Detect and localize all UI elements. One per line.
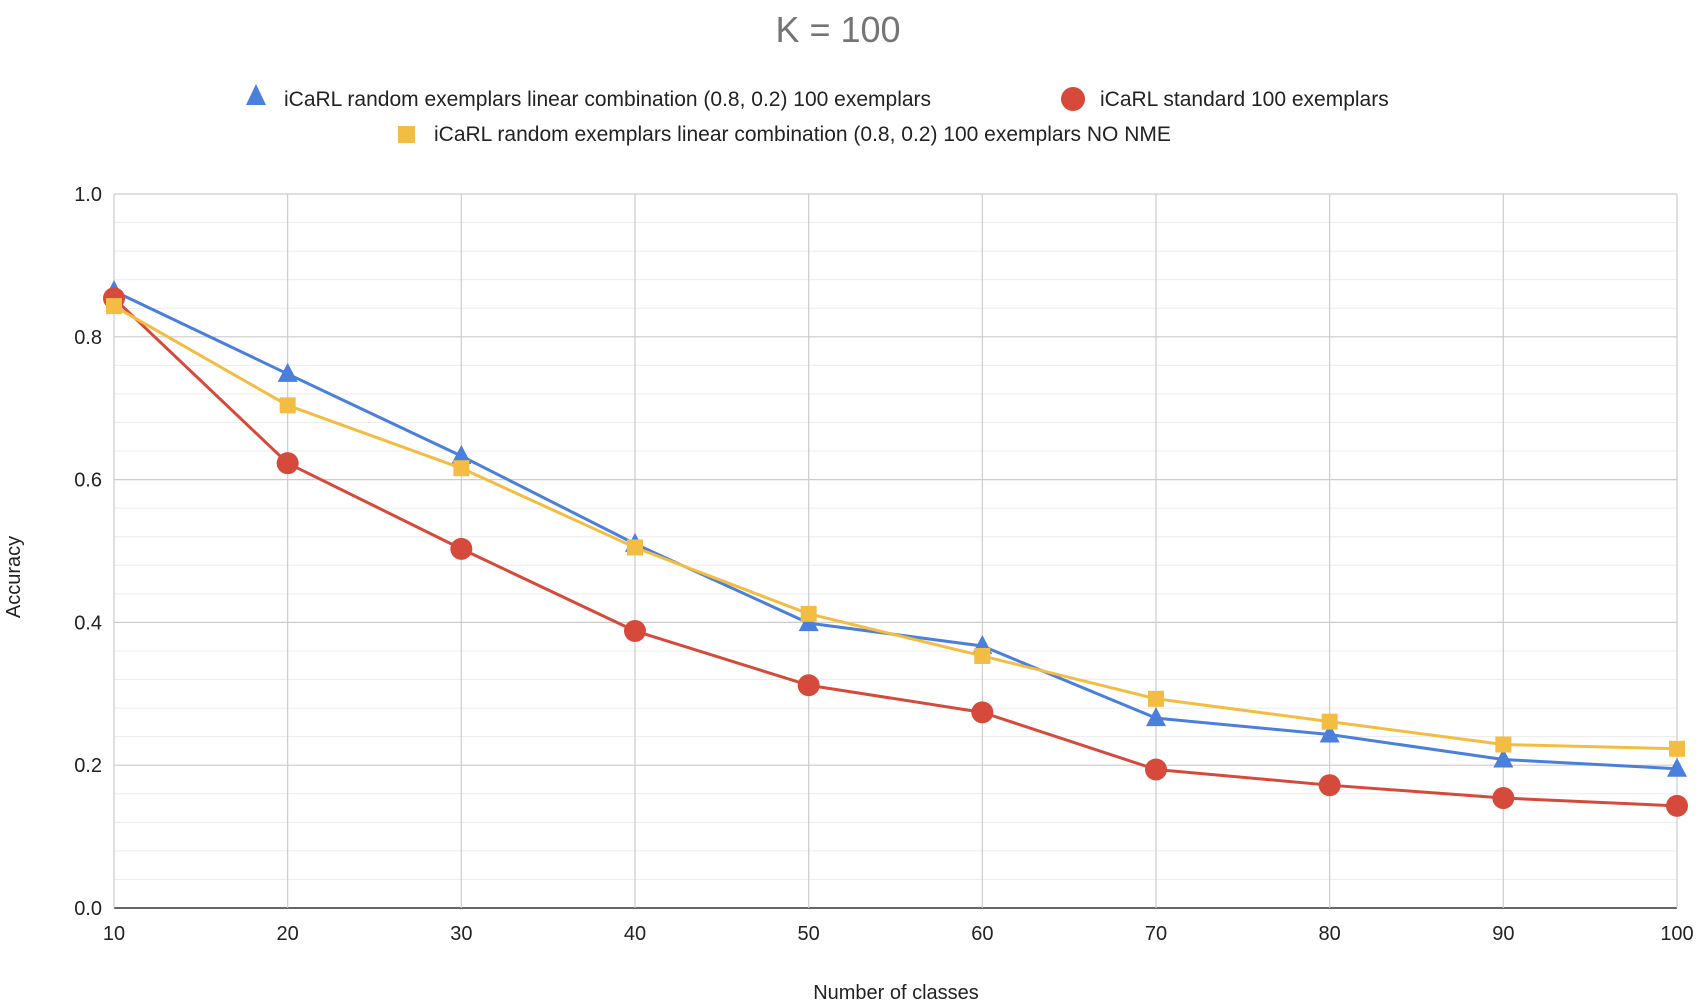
data-point-square: [106, 298, 122, 315]
data-point-square: [279, 397, 296, 414]
x-tick-label: 20: [277, 923, 299, 945]
data-point-square: [974, 647, 991, 664]
x-tick-label: 90: [1492, 923, 1514, 945]
x-axis-label: Number of classes: [813, 982, 979, 1004]
x-tick-label: 70: [1145, 923, 1167, 945]
data-point-circle: [1492, 787, 1515, 810]
y-tick-label: 0.6: [74, 470, 102, 492]
data-point-square: [1148, 690, 1164, 707]
series-3: [106, 298, 1685, 757]
series-line: [112, 297, 1678, 808]
x-tick-label: 80: [1319, 923, 1341, 945]
series-1: [104, 280, 1687, 777]
legend-label-3: iCaRL random exemplars linear combinatio…: [434, 123, 1171, 146]
axis-ticks: 0.0 0.2 0.4 0.6 0.8 1.0 10 20 30 40 50 60 70 80 90 100: [74, 184, 1694, 945]
data-point-circle: [1666, 794, 1688, 817]
x-tick-label: 60: [971, 923, 993, 945]
y-tick-label: 0.4: [74, 612, 102, 634]
data-point-circle: [1318, 774, 1341, 797]
legend: iCaRL random exemplars linear combinatio…: [246, 84, 1389, 146]
triangle-marker-icon: [246, 84, 266, 105]
data-point-triangle: [1146, 707, 1166, 727]
grid: [113, 193, 1678, 909]
y-tick-label: 1.0: [74, 184, 102, 206]
data-point-triangle: [277, 362, 298, 382]
data-point-circle: [1145, 758, 1167, 781]
chart-title: K = 100: [775, 9, 900, 50]
data-point-circle: [450, 537, 473, 560]
legend-item-1[interactable]: iCaRL random exemplars linear combinatio…: [246, 84, 931, 111]
x-tick-label: 40: [624, 923, 646, 945]
data-point-square: [800, 605, 817, 622]
legend-item-3[interactable]: iCaRL random exemplars linear combinatio…: [398, 123, 1171, 146]
y-tick-label: 0.0: [74, 898, 102, 920]
circle-marker-icon: [1061, 87, 1085, 111]
data-point-square: [627, 539, 643, 556]
data-point-circle: [797, 674, 820, 697]
x-tick-label: 100: [1660, 923, 1693, 945]
series-line: [113, 289, 1678, 771]
series-layer: [103, 280, 1688, 817]
y-axis-label: Accuracy: [3, 536, 25, 618]
data-point-square: [1669, 740, 1685, 757]
data-point-square: [453, 460, 470, 477]
series-line: [113, 304, 1678, 751]
data-point-triangle: [1493, 748, 1514, 768]
x-tick-label: 30: [450, 923, 472, 945]
data-point-triangle: [1667, 757, 1687, 777]
data-point-circle: [624, 619, 646, 642]
legend-label-2: iCaRL standard 100 exemplars: [1100, 88, 1389, 111]
data-point-triangle: [451, 445, 472, 465]
data-point-square: [1321, 713, 1338, 730]
square-marker-icon: [398, 126, 415, 143]
y-tick-label: 0.8: [74, 327, 102, 349]
data-point-square: [1495, 736, 1512, 753]
x-tick-label: 10: [103, 923, 125, 945]
legend-item-2[interactable]: iCaRL standard 100 exemplars: [1061, 87, 1389, 111]
data-point-circle: [971, 701, 994, 724]
y-tick-label: 0.2: [74, 755, 102, 777]
legend-label-1: iCaRL random exemplars linear combinatio…: [284, 88, 931, 111]
data-point-circle: [276, 452, 299, 475]
data-point-triangle: [1319, 723, 1340, 743]
x-tick-label: 50: [798, 923, 820, 945]
